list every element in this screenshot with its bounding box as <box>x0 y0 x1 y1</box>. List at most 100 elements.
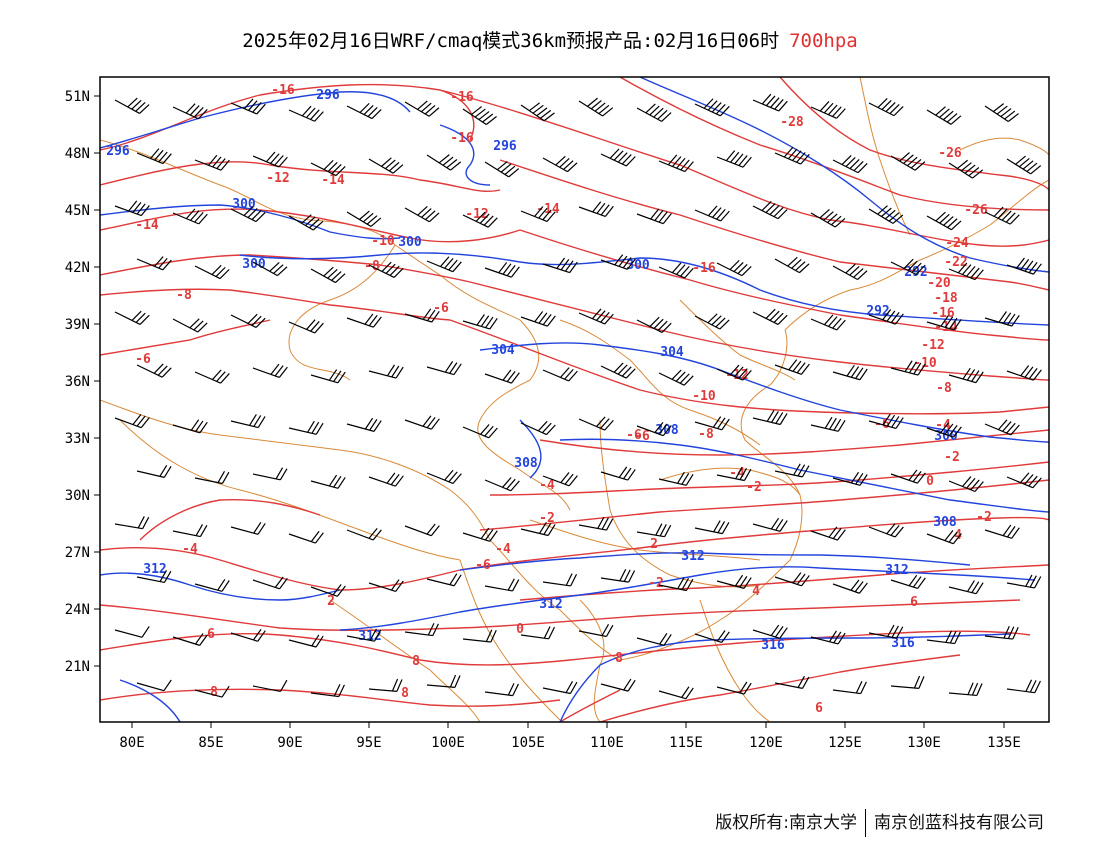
wind-barb <box>346 102 382 120</box>
height-label: 292 <box>904 265 927 280</box>
wind-barb <box>716 467 752 482</box>
wind-barb <box>520 206 556 223</box>
wind-barb <box>600 466 636 481</box>
temp-label: -4 <box>539 478 555 493</box>
wind-barb <box>948 262 984 281</box>
wind-barb <box>868 97 904 117</box>
wind-barb <box>252 363 288 378</box>
wind-barb <box>404 523 440 537</box>
wind-barb <box>694 98 730 117</box>
plot-background <box>100 77 1049 722</box>
wind-barb <box>520 102 555 122</box>
wind-barb <box>694 520 730 535</box>
temp-label: 2 <box>650 537 658 552</box>
wind-barb <box>636 523 672 538</box>
temp-label: -2 <box>746 480 762 495</box>
temp-label: -22 <box>944 255 967 270</box>
temp-label: -10 <box>692 389 716 404</box>
wind-barb <box>404 623 439 637</box>
temp-label: 6 <box>910 595 918 610</box>
wind-barb <box>114 414 150 429</box>
wind-barb <box>752 308 788 325</box>
wind-barb <box>890 469 926 484</box>
wind-barb <box>542 257 578 274</box>
wind-barb <box>426 361 462 376</box>
wind-barb <box>426 469 462 485</box>
lon-tick-label: 100E <box>431 735 465 751</box>
wind-barb <box>890 675 925 689</box>
wind-barb <box>194 578 230 592</box>
wind-barb <box>984 206 1020 225</box>
wind-barb <box>636 103 672 122</box>
height-label: 300 <box>242 257 266 272</box>
height-label: 308 <box>514 456 538 471</box>
footer-divider <box>865 809 866 837</box>
wind-barb <box>520 311 556 327</box>
lon-tick-label: 90E <box>277 735 302 751</box>
temp-label: -24 <box>945 236 969 251</box>
wind-barb <box>136 679 172 692</box>
wind-barb <box>310 474 346 489</box>
wind-barb <box>600 148 636 167</box>
wind-barb <box>774 675 810 689</box>
wind-barb <box>368 579 404 593</box>
lat-tick-label: 42N <box>65 260 90 276</box>
wind-barb <box>716 681 752 695</box>
lat-tick-label: 36N <box>65 374 90 390</box>
wind-barb <box>926 211 962 231</box>
wind-barb <box>310 369 346 384</box>
height-label: 312 <box>539 597 562 612</box>
wind-barb <box>310 266 346 284</box>
lat-tick-label: 33N <box>65 431 90 447</box>
lat-tick-label: 27N <box>65 545 90 561</box>
wind-barb <box>462 106 497 126</box>
temp-label: -14 <box>321 173 345 188</box>
wind-barbs <box>114 93 1042 700</box>
wind-barb <box>542 472 578 487</box>
temp-label: -4 <box>182 542 198 557</box>
wind-barb <box>404 100 440 117</box>
wind-barb <box>832 154 868 174</box>
wind-barb <box>346 210 382 227</box>
lon-tick-label: 120E <box>749 735 783 751</box>
temp-label: 0 <box>926 474 934 489</box>
wind-barb <box>542 155 578 173</box>
height-label: 304 <box>491 343 515 358</box>
wind-barb <box>542 367 578 382</box>
wind-barb <box>288 105 324 122</box>
wind-barb <box>114 310 150 325</box>
wind-barb <box>578 308 614 325</box>
map-title: 2025年02月16日WRF/cmaq模式36km预报产品:02月16日06时 7… <box>0 26 1100 53</box>
wind-barb <box>658 577 694 592</box>
wind-barb <box>578 416 614 431</box>
wind-barb <box>172 318 208 333</box>
lat-tick-label: 45N <box>65 203 90 219</box>
wind-barb <box>716 574 752 589</box>
wind-barb <box>600 362 636 379</box>
temp-label: -8 <box>698 427 714 442</box>
wind-barb <box>194 685 230 698</box>
wind-barb <box>114 516 150 530</box>
wind-barb <box>948 580 984 595</box>
map-plot-area: 296 296 296 300 300 300 300 292 292 304 … <box>99 76 1050 723</box>
wind-barb <box>484 262 520 278</box>
wind-barb <box>288 420 324 435</box>
wind-barb <box>368 157 404 174</box>
wind-barb <box>542 573 578 587</box>
lat-tick-label: 21N <box>65 659 90 675</box>
wind-barb <box>600 568 636 583</box>
temp-label: -10 <box>913 356 937 371</box>
wind-barb <box>252 151 288 168</box>
wind-barb <box>288 634 324 648</box>
wind-barb <box>810 526 846 541</box>
wind-barb <box>172 633 208 646</box>
wind-barb <box>984 311 1020 327</box>
height-contours <box>100 77 1049 722</box>
lon-tick-label: 95E <box>356 735 381 751</box>
wind-barb <box>984 625 1019 640</box>
lat-tick-label: 24N <box>65 602 90 618</box>
lon-tick-label: 130E <box>907 735 941 751</box>
temp-label: -12 <box>465 207 488 222</box>
